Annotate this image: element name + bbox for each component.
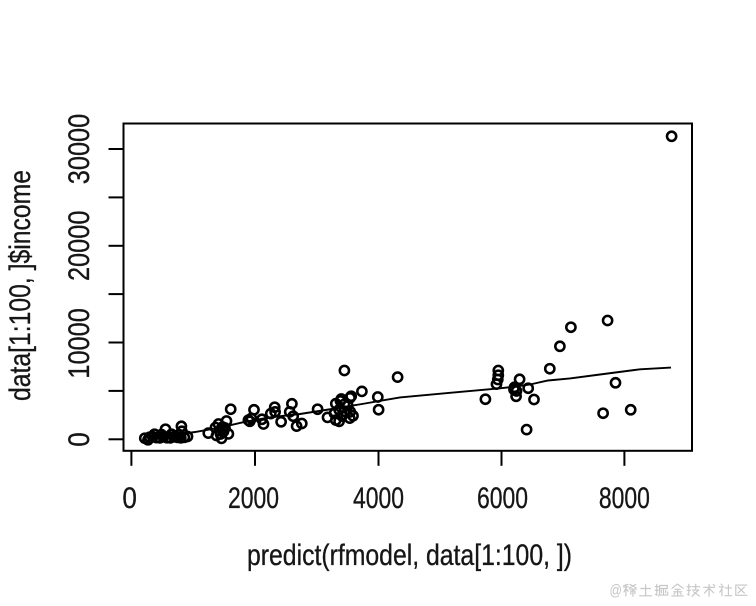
svg-text:8000: 8000 xyxy=(599,482,650,515)
svg-text:2000: 2000 xyxy=(228,482,279,515)
svg-text:4000: 4000 xyxy=(353,482,404,515)
svg-text:10000: 10000 xyxy=(63,308,96,379)
svg-text:data[1:100, ]$income: data[1:100, ]$income xyxy=(4,170,37,401)
svg-text:predict(rfmodel, data[1:100, ]: predict(rfmodel, data[1:100, ]) xyxy=(247,539,572,572)
svg-text:0: 0 xyxy=(122,482,137,515)
svg-text:20000: 20000 xyxy=(63,211,96,281)
svg-text:0: 0 xyxy=(63,432,96,447)
svg-text:6000: 6000 xyxy=(477,482,528,515)
svg-text:@: @ xyxy=(610,583,623,600)
svg-text:30000: 30000 xyxy=(63,114,96,185)
